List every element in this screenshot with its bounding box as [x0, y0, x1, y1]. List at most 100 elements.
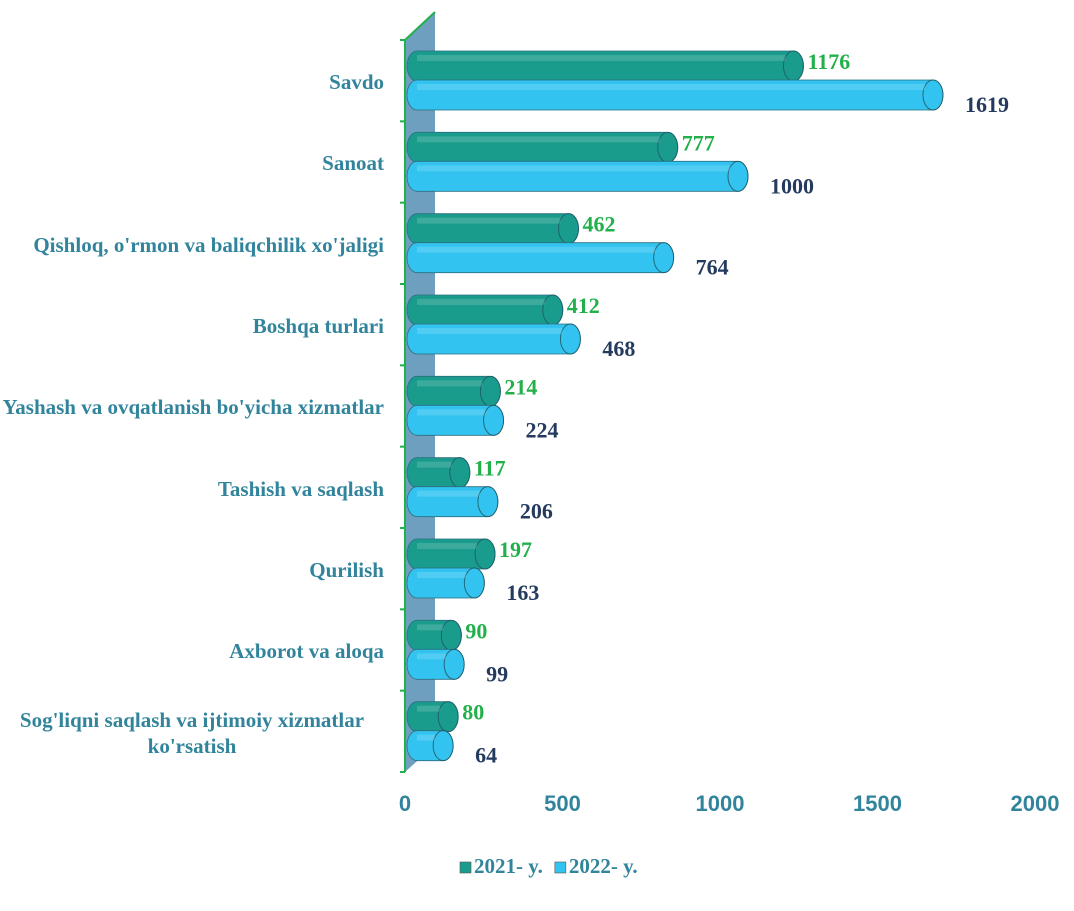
bar-part: [417, 55, 786, 61]
bar-part: [443, 648, 465, 680]
bar-part: [417, 490, 480, 497]
category-label-box: Savdo: [0, 42, 384, 122]
value-label: 197: [499, 537, 532, 562]
bar: [406, 701, 459, 733]
bar-part: [417, 380, 483, 387]
value-label: 224: [526, 417, 559, 442]
bar-part: [417, 84, 925, 90]
value-label: 468: [602, 336, 635, 361]
x-tick-label: 500: [544, 791, 581, 816]
category-label-box: Boshqa turlari: [0, 286, 384, 366]
bar-part: [417, 624, 444, 631]
bar-part: [483, 404, 505, 436]
bar-part: [558, 213, 580, 245]
bar-part: [727, 160, 749, 192]
bar-part: [449, 457, 471, 489]
bar: [406, 730, 454, 762]
bar-part: [437, 701, 459, 733]
bar: [406, 404, 505, 436]
axis-line: [404, 11, 436, 41]
category-label-box: Sanoat: [0, 123, 384, 203]
bar-part: [559, 323, 581, 355]
x-tick-label: 1000: [696, 791, 745, 816]
bar-part: [417, 543, 478, 549]
bar: [406, 242, 675, 274]
bar-part: [417, 217, 561, 224]
bar: [406, 486, 499, 518]
bar-part: [479, 375, 501, 407]
bar-part: [417, 165, 730, 172]
category-label: Boshqa turlari: [252, 314, 384, 338]
bar-part: [463, 567, 485, 599]
value-label: 1000: [770, 173, 814, 198]
x-tick-label: 1500: [853, 791, 902, 816]
value-label: 412: [567, 293, 600, 318]
bar: [406, 538, 496, 570]
category-label: Axborot va aloqa: [229, 639, 384, 664]
category-label-box: Tashish va saqlash: [0, 449, 384, 529]
value-label: 1176: [807, 49, 850, 74]
legend-label: 2021- y.: [474, 854, 543, 878]
value-label: 163: [506, 580, 539, 605]
value-label: 99: [486, 661, 508, 686]
value-label: 777: [682, 130, 715, 155]
bar: [406, 131, 679, 163]
category-label-box: Sog'liqni saqlash va ijtimoiy xizmatlar …: [0, 693, 384, 773]
bar-part: [542, 294, 564, 326]
bar: [406, 567, 485, 599]
bar: [406, 619, 462, 651]
category-label: Savdo: [329, 70, 384, 94]
bar-part: [653, 242, 675, 274]
category-label: Qurilish: [309, 558, 384, 582]
value-label: 214: [504, 374, 537, 399]
bar-part: [432, 730, 454, 762]
value-label: 80: [462, 700, 484, 725]
bar: [406, 375, 501, 407]
bar: [406, 294, 564, 326]
x-tick-label: 2000: [1011, 791, 1060, 816]
value-label: 90: [465, 618, 487, 643]
bar-part: [922, 79, 944, 111]
bar-part: [417, 328, 563, 334]
category-label: Qishloq, o'rmon va baliqchilik xo'jaligi: [33, 232, 384, 257]
bar-part: [417, 653, 447, 660]
bar-part: [782, 50, 804, 82]
legend-label: 2022- y.: [569, 854, 638, 878]
bar-part: [440, 619, 462, 651]
bar-part: [417, 461, 452, 468]
bar: [406, 323, 581, 355]
category-label-box: Qishloq, o'rmon va baliqchilik xo'jaligi: [0, 205, 384, 285]
bar-part: [417, 246, 656, 253]
bar-part: [417, 136, 660, 143]
bar-part: [417, 572, 467, 578]
value-label: 1619: [965, 92, 1009, 117]
bar-part: [417, 705, 441, 712]
bar: [406, 79, 944, 111]
category-label: Sanoat: [322, 151, 384, 176]
bar-part: [417, 409, 486, 416]
legend-swatch: [554, 861, 567, 874]
bar-part: [657, 131, 679, 163]
bar: [406, 50, 804, 82]
value-label: 117: [474, 456, 506, 481]
bar: [406, 160, 749, 192]
bar-part: [474, 538, 496, 570]
category-label-box: Qurilish: [0, 530, 384, 610]
category-label: Yashash va ovqatlanish bo'yicha xizmatla…: [2, 395, 384, 420]
value-label: 764: [696, 255, 729, 280]
legend-swatch: [459, 861, 472, 874]
value-label: 64: [475, 743, 497, 768]
bar: [406, 648, 465, 680]
value-label: 462: [583, 212, 616, 237]
x-tick-label: 0: [399, 791, 411, 816]
value-label: 206: [520, 499, 553, 524]
category-label-box: Axborot va aloqa: [0, 611, 384, 691]
bar: [406, 213, 580, 245]
category-label: Tashish va saqlash: [217, 476, 384, 501]
category-label: Sog'liqni saqlash va ijtimoiy xizmatlar …: [19, 707, 365, 758]
bar-part: [417, 734, 436, 741]
bar-part: [417, 299, 545, 305]
category-label-box: Yashash va ovqatlanish bo'yicha xizmatla…: [0, 367, 384, 447]
